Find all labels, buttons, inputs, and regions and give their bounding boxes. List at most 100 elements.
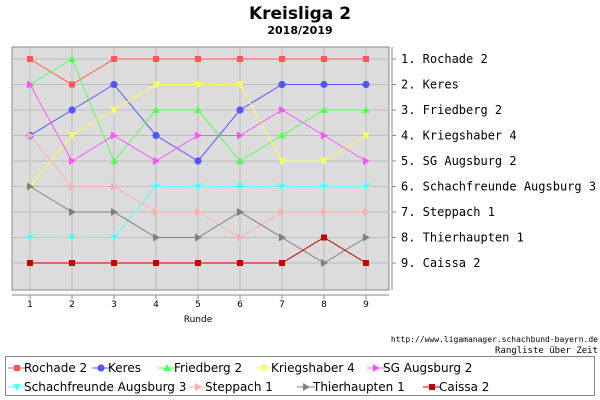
point-marker <box>236 106 244 114</box>
point-marker <box>363 260 369 266</box>
point-marker <box>110 80 118 89</box>
x-tick-label: 3 <box>111 300 117 310</box>
legend-label: Kriegshaber 4 <box>271 361 355 375</box>
legend-item: Friedberg 2 <box>158 361 242 375</box>
point-marker <box>194 81 202 89</box>
point-marker <box>163 364 171 371</box>
point-marker <box>69 208 76 216</box>
y-tick-label: 4. Kriegshaber 4 <box>401 129 517 143</box>
point-marker <box>237 233 244 242</box>
footer-url: http://www.ligamanager.schachbund-bayern… <box>391 335 598 344</box>
legend-item: Keres <box>92 361 141 375</box>
point-marker <box>236 183 244 191</box>
point-marker <box>429 384 435 390</box>
series-steppach-1 <box>27 131 370 242</box>
point-marker <box>237 208 244 216</box>
point-marker <box>279 260 285 266</box>
x-tick-label: 7 <box>279 300 285 310</box>
point-marker <box>152 131 160 140</box>
point-marker <box>195 131 202 140</box>
x-tick-label: 4 <box>153 300 159 310</box>
y-axis: 1. Rochade 2 2. Keres 3. Friedberg 2 4. Kri… <box>391 47 596 290</box>
point-marker <box>363 56 369 62</box>
point-marker <box>153 233 160 242</box>
legend-label: Schachfreunde Augsburg 3 <box>24 380 186 394</box>
point-marker <box>320 158 328 165</box>
point-marker <box>362 80 370 89</box>
x-tick-label: 2 <box>69 300 75 310</box>
point-marker <box>279 233 286 242</box>
point-marker <box>152 81 160 89</box>
point-marker <box>194 106 202 113</box>
point-marker <box>195 208 202 216</box>
point-marker <box>321 259 328 267</box>
y-tick-label: 9. Caissa 2 <box>401 256 480 270</box>
legend-label: Thierhaupten 1 <box>312 380 405 394</box>
point-marker <box>111 208 118 216</box>
point-marker <box>13 384 21 391</box>
point-marker <box>110 107 118 114</box>
legend-item: Steppach 1 <box>189 380 273 394</box>
point-marker <box>321 234 327 241</box>
chart-title: Kreisliga 2 <box>249 4 351 24</box>
point-marker <box>110 234 118 242</box>
series-friedberg-2 <box>26 55 370 164</box>
point-marker <box>27 131 34 140</box>
point-marker <box>111 131 118 140</box>
legend-label: Steppach 1 <box>205 380 273 394</box>
legend-item: Schachfreunde Augsburg 3 <box>8 380 186 394</box>
point-marker <box>68 132 76 140</box>
y-tick-label: 2. Keres <box>401 78 459 92</box>
chart-subtitle: 2018/2019 <box>267 24 332 37</box>
y-tick-label: 5. SG Augsburg 2 <box>401 154 517 168</box>
point-marker <box>362 106 370 113</box>
legend-item: Thierhaupten 1 <box>297 380 405 394</box>
point-marker <box>195 260 201 266</box>
x-tick-label: 1 <box>27 300 33 310</box>
point-marker <box>69 182 76 191</box>
point-marker <box>278 80 286 89</box>
point-marker <box>26 234 34 242</box>
point-marker <box>111 260 117 266</box>
point-marker <box>153 56 159 62</box>
point-marker <box>27 80 34 89</box>
series-keres <box>26 80 370 165</box>
point-marker <box>69 260 75 266</box>
point-marker <box>27 260 33 266</box>
legend-item: SG Augsburg 2 <box>367 361 472 375</box>
point-marker <box>14 365 20 371</box>
point-marker <box>278 183 286 191</box>
legend-label: Rochade 2 <box>24 361 87 375</box>
point-marker <box>69 81 75 88</box>
series-sg-augsburg-2 <box>27 80 370 165</box>
legend-label: Friedberg 2 <box>174 361 242 375</box>
point-marker <box>373 364 380 372</box>
y-tick-label: 8. Thierhaupten 1 <box>401 231 524 245</box>
point-marker <box>111 56 117 62</box>
y-tick-label: 7. Steppach 1 <box>401 205 495 219</box>
point-marker <box>194 183 202 191</box>
x-tick-label: 5 <box>195 300 201 310</box>
y-tick-label: 1. Rochade 2 <box>401 52 488 66</box>
y-tick-label: 6. Schachfreunde Augsburg 3 <box>401 180 596 194</box>
x-tick-label: 8 <box>321 300 327 310</box>
point-marker <box>303 383 310 391</box>
x-tick-label: 6 <box>237 300 243 310</box>
point-marker <box>152 183 160 191</box>
point-marker <box>362 183 370 191</box>
series-lines <box>26 55 370 267</box>
point-marker <box>279 106 286 114</box>
legend: Rochade 2 Keres Friedberg 2 Kriegshaber 4 SG… <box>8 361 489 394</box>
series-kriegshaber-4 <box>26 81 370 191</box>
point-marker <box>153 208 160 216</box>
point-marker <box>195 56 201 62</box>
point-marker <box>195 383 202 391</box>
series-schachfreunde-augsburg-3 <box>26 183 370 242</box>
point-marker <box>260 365 268 372</box>
point-marker <box>362 132 370 140</box>
x-tick-label: 9 <box>363 300 369 310</box>
point-marker <box>236 81 244 89</box>
legend-label: Keres <box>108 361 141 375</box>
point-marker <box>27 56 33 62</box>
